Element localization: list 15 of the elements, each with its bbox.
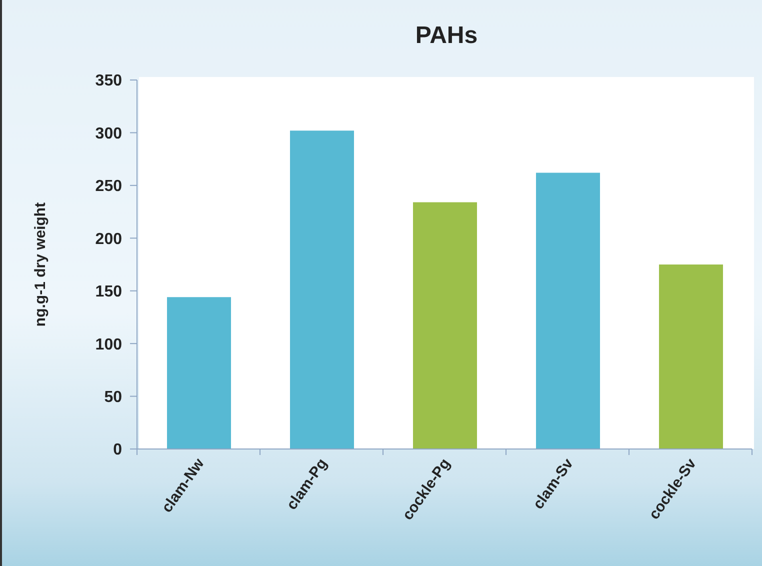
y-tick-label: 150 <box>95 284 122 301</box>
bar <box>413 202 477 449</box>
y-tick-label: 50 <box>104 388 122 406</box>
bar <box>290 130 354 449</box>
bar <box>167 297 231 449</box>
y-tick-label: 100 <box>95 336 122 354</box>
y-axis-title: ng.g-1 dry weight <box>32 202 48 327</box>
chart-title: PAHs <box>414 22 479 50</box>
y-tick-label: 350 <box>95 72 122 90</box>
y-tick-label: 0 <box>113 442 122 459</box>
bar <box>659 264 723 449</box>
bar <box>536 172 600 449</box>
y-tick-label: 250 <box>95 178 122 196</box>
y-tick-label: 200 <box>95 230 122 248</box>
y-tick-label: 300 <box>95 125 122 142</box>
